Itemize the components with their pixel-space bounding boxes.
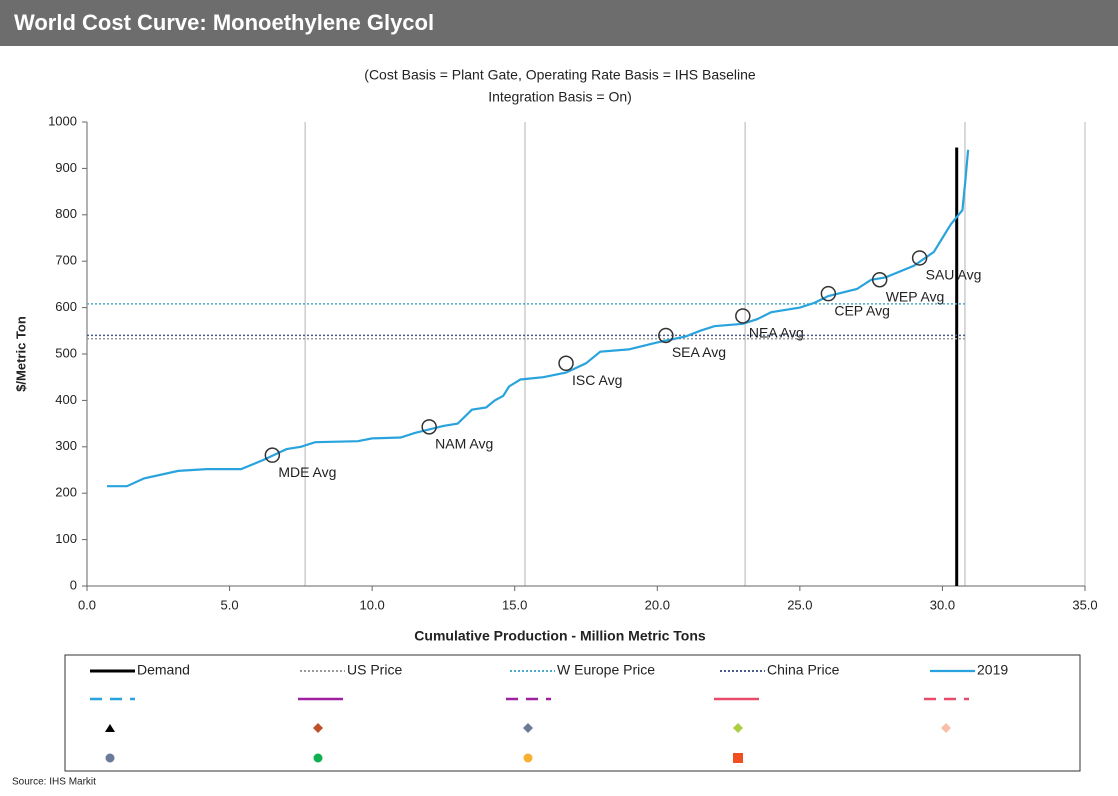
- chart-title: World Cost Curve: Monoethylene Glycol: [14, 10, 434, 35]
- y-tick-label: 1000: [48, 113, 77, 128]
- y-axis-title: $/Metric Ton: [13, 316, 28, 392]
- avg-marker: [871, 272, 888, 288]
- avg-label: NEA Avg: [749, 325, 804, 341]
- avg-label: SAU Avg: [926, 267, 982, 283]
- avg-label: NAM Avg: [435, 436, 493, 452]
- x-tick-label: 25.0: [787, 597, 812, 612]
- avg-label: SEA Avg: [672, 344, 726, 360]
- x-tick-label: 5.0: [221, 597, 239, 612]
- x-axis-title: Cumulative Production - Million Metric T…: [414, 628, 706, 644]
- y-tick-label: 600: [55, 299, 77, 314]
- legend-label: 2019: [977, 662, 1008, 678]
- x-tick-label: 10.0: [359, 597, 384, 612]
- avg-label: MDE Avg: [278, 464, 336, 480]
- avg-marker: [735, 308, 751, 324]
- series-line: [107, 149, 970, 488]
- avg-marker: [658, 327, 674, 344]
- legend-box: [64, 654, 1081, 772]
- subtitle: (Cost Basis = Plant Gate, Operating Rate…: [364, 67, 756, 83]
- x-tick-label: 0.0: [78, 597, 96, 612]
- y-tick-label: 900: [55, 160, 77, 175]
- y-tick-label: 100: [55, 531, 77, 546]
- avg-marker: [421, 419, 437, 435]
- legend-label: US Price: [347, 662, 402, 678]
- y-tick-label: 500: [55, 345, 77, 360]
- legend-label: China Price: [767, 662, 840, 678]
- source: Source: IHS Markit: [12, 777, 96, 788]
- x-tick-label: 20.0: [645, 597, 670, 612]
- avg-marker: [558, 355, 574, 372]
- avg-marker: [911, 250, 928, 266]
- y-tick-label: 800: [55, 206, 77, 221]
- y-tick-label: 400: [55, 392, 77, 407]
- y-tick-label: 0: [70, 577, 77, 592]
- avg-label: ISC Avg: [572, 372, 622, 388]
- x-tick-label: 35.0: [1072, 597, 1097, 612]
- y-tick-label: 300: [55, 438, 77, 453]
- header-bar: [0, 0, 1118, 46]
- avg-label: WEP Avg: [886, 288, 945, 304]
- y-tick-label: 700: [55, 253, 77, 268]
- legend-label: Demand: [137, 662, 190, 678]
- x-tick-label: 30.0: [930, 597, 955, 612]
- avg-label: CEP Avg: [834, 302, 890, 318]
- subtitle: Integration Basis = On): [488, 89, 632, 105]
- avg-marker: [820, 285, 837, 302]
- legend-unlabeled: [90, 697, 969, 763]
- y-tick-label: 200: [55, 485, 77, 500]
- avg-marker: [264, 447, 281, 463]
- x-tick-label: 15.0: [502, 597, 527, 612]
- legend-label: W Europe Price: [557, 662, 655, 678]
